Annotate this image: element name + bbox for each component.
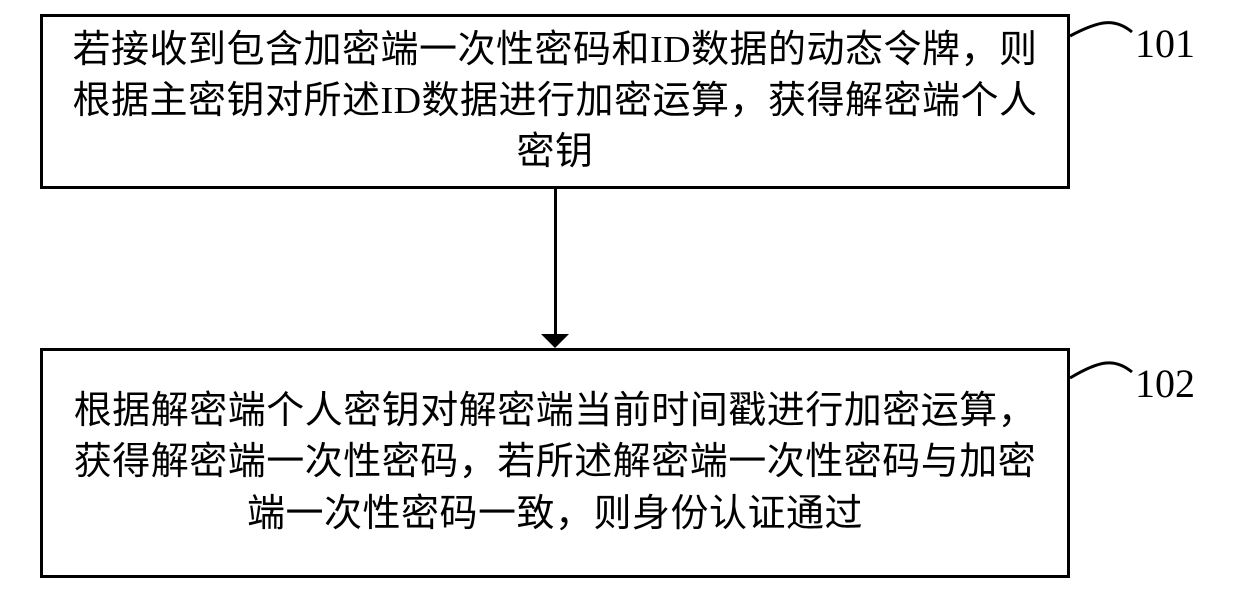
- flowchart-step-2: 根据解密端个人密钥对解密端当前时间戳进行加密运算，获得解密端一次性密码，若所述解…: [40, 348, 1070, 578]
- flowchart-step-1-text: 若接收到包含加密端一次性密码和ID数据的动态令牌，则根据主密钥对所述ID数据进行…: [71, 25, 1039, 179]
- step-label-101: 101: [1135, 20, 1195, 67]
- flowchart-arrow: [554, 189, 557, 334]
- flowchart-arrow-head: [541, 334, 569, 348]
- step-label-102: 102: [1135, 360, 1195, 407]
- flowchart-step-1: 若接收到包含加密端一次性密码和ID数据的动态令牌，则根据主密钥对所述ID数据进行…: [40, 14, 1070, 189]
- flowchart-step-2-text: 根据解密端个人密钥对解密端当前时间戳进行加密运算，获得解密端一次性密码，若所述解…: [71, 386, 1039, 540]
- flowchart-canvas: 若接收到包含加密端一次性密码和ID数据的动态令牌，则根据主密钥对所述ID数据进行…: [0, 0, 1240, 605]
